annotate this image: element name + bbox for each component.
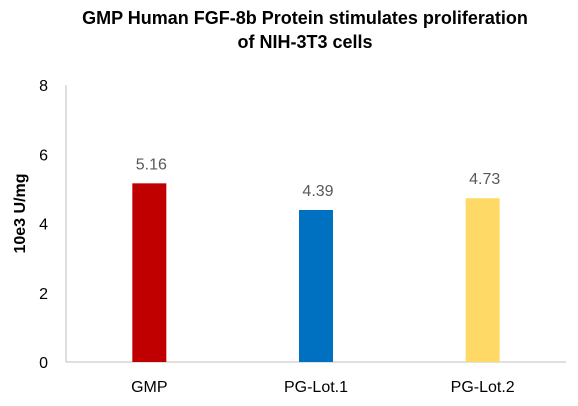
y-tick-label: 4 — [39, 217, 48, 234]
data-label: 5.16 — [136, 156, 167, 173]
category-label: PG-Lot.1 — [284, 379, 348, 396]
bar — [299, 209, 333, 362]
bar — [132, 183, 167, 362]
chart-title-line-2: of NIH-3T3 cells — [237, 32, 373, 52]
data-labels: 5.16 4.39 4.73 — [136, 156, 501, 200]
y-tick-label: 2 — [39, 286, 48, 303]
y-tick-label: 8 — [39, 78, 48, 95]
category-label: PG-Lot.2 — [451, 379, 515, 396]
chart-title-line-1: GMP Human FGF-8b Protein stimulates prol… — [82, 8, 528, 28]
category-label: GMP — [131, 379, 167, 396]
data-label: 4.39 — [302, 183, 333, 200]
category-labels: GMP PG-Lot.1 PG-Lot.2 — [131, 379, 515, 396]
bars — [132, 183, 500, 362]
chart-title: GMP Human FGF-8b Protein stimulates prol… — [40, 6, 570, 54]
y-axis-title: 10e3 U/mg — [12, 173, 29, 253]
data-label: 4.73 — [469, 171, 500, 188]
bar — [465, 198, 500, 362]
y-tick-labels: 0 2 4 6 8 — [39, 78, 48, 372]
y-tick-label: 0 — [39, 355, 48, 372]
y-tick-label: 6 — [39, 147, 48, 164]
